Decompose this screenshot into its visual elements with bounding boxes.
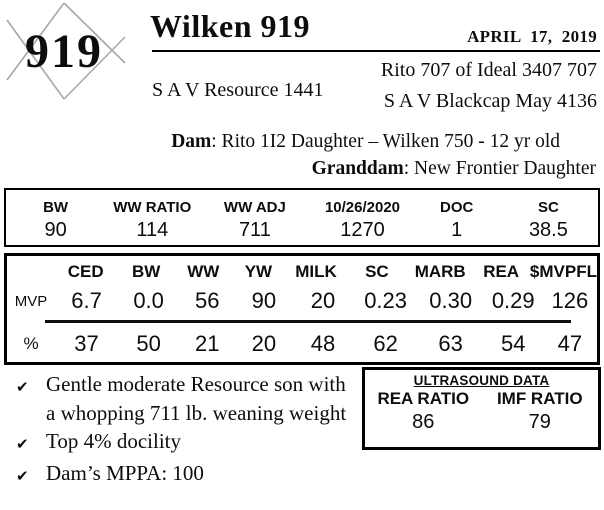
performance-value: 114	[136, 219, 169, 241]
check-icon: ✔	[16, 435, 29, 453]
performance-value: 38.5	[528, 219, 568, 241]
epd-value: 0.23	[364, 288, 408, 313]
performance-value: 90	[44, 219, 67, 241]
diamond-brand-icon: 919	[6, 2, 126, 100]
page-title: Wilken 919	[150, 8, 310, 44]
ultrasound-value: 79	[528, 411, 551, 433]
sire-parents-block: Rito 707 of Ideal 3407 707 S A V Blackca…	[381, 55, 597, 117]
epd-value: 63	[438, 331, 463, 356]
epd-col-header: SC	[365, 262, 389, 281]
epd-percent-row: % 37 50 21 20 48 62 63 54 47	[7, 328, 597, 360]
ultrasound-col-header: IMF RATIO	[496, 389, 583, 408]
epd-col-header: $MVPFL	[529, 262, 597, 281]
epd-value: 0.30	[429, 288, 473, 313]
title-divider	[152, 50, 600, 52]
note-text: Dam’s MPPA: 100	[46, 460, 204, 485]
granddam-label: Granddam	[311, 158, 404, 179]
notes-list: ✔ Gentle moderate Resource son with a wh…	[16, 370, 368, 490]
epd-mvp-row: MVP 6.7 0.0 56 90 20 0.23 0.30 0.29 126	[7, 285, 597, 317]
performance-col-header: 10/26/2020	[324, 199, 401, 216]
tag-number: 919	[25, 25, 103, 78]
epd-row-label: MVP	[14, 292, 48, 310]
epd-col-header: BW	[131, 262, 161, 281]
ultrasound-box: ULTRASOUND DATA REA RATIO IMF RATIO 86 7…	[362, 367, 601, 450]
epd-value: 0.29	[491, 288, 535, 313]
epd-value: 20	[310, 288, 336, 313]
sire-name: S A V Resource 1441	[152, 79, 324, 101]
epd-col-header: REA	[483, 262, 520, 281]
epd-col-header: YW	[244, 262, 273, 281]
dam-label: Dam	[171, 131, 212, 152]
note-item: ✔ Dam’s MPPA: 100	[16, 459, 368, 491]
epd-value: 6.7	[71, 288, 102, 313]
performance-col-header: WW RATIO	[113, 199, 192, 216]
ultrasound-grid: REA RATIO IMF RATIO 86 79	[365, 389, 598, 434]
performance-value: 711	[238, 219, 271, 241]
epd-value: 47	[557, 331, 583, 356]
epd-value: 54	[500, 331, 526, 356]
performance-col-header: WW ADJ	[223, 199, 286, 216]
epd-col-header: MARB	[414, 262, 466, 281]
check-icon: ✔	[16, 466, 29, 485]
epd-value: 37	[74, 331, 99, 356]
epd-value: 0.0	[133, 288, 164, 313]
epd-row-label: %	[23, 334, 39, 353]
epd-separator-line	[45, 320, 571, 323]
check-icon: ✔	[16, 378, 29, 396]
epd-value: 126	[551, 288, 589, 313]
granddam-row: Granddam: New Frontier Daughter	[312, 158, 596, 180]
performance-col-header: SC	[537, 199, 559, 216]
granddam-text: : New Frontier Daughter	[403, 158, 596, 179]
note-item: ✔ Gentle moderate Resource son with a wh…	[16, 370, 368, 427]
performance-value: 1270	[340, 219, 385, 241]
epd-col-header: WW	[187, 262, 220, 281]
sale-date: APRIL 17, 2019	[467, 27, 597, 46]
epd-header-row: CED BW WW YW MILK SC MARB REA $MVPFL	[7, 261, 597, 283]
note-item: ✔ Top 4% docility	[16, 427, 368, 459]
epd-value: 20	[251, 331, 277, 356]
sire-dam-name: S A V Blackcap May 4136	[383, 90, 597, 112]
epd-col-header: MILK	[295, 262, 337, 281]
dam-row: Dam: Rito 1I2 Daughter – Wilken 750 - 12…	[171, 131, 560, 153]
performance-table: BW WW RATIO WW ADJ 10/26/2020 DOC SC 90 …	[4, 188, 600, 247]
epd-value: 56	[195, 288, 220, 313]
epd-value: 62	[373, 331, 398, 356]
epd-value: 90	[251, 288, 277, 313]
epd-value: 21	[195, 331, 220, 356]
ultrasound-title: ULTRASOUND DATA	[413, 373, 550, 388]
epd-table: CED BW WW YW MILK SC MARB REA $MVPFL MVP…	[4, 253, 600, 365]
sire-sire-name: Rito 707 of Ideal 3407 707	[380, 59, 597, 81]
performance-col-header: BW	[43, 199, 69, 216]
epd-col-header: CED	[67, 262, 104, 281]
note-text: Top 4% docility	[46, 429, 182, 453]
performance-col-header: DOC	[440, 199, 474, 216]
ultrasound-col-header: REA RATIO	[377, 389, 470, 408]
note-text: Gentle moderate Resource son with a whop…	[46, 372, 347, 425]
dam-text: : Rito 1I2 Daughter – Wilken 750 - 12 yr…	[211, 131, 560, 152]
epd-value: 48	[310, 331, 336, 356]
epd-value: 50	[136, 331, 161, 356]
ultrasound-value: 86	[412, 411, 435, 433]
performance-value: 1	[451, 219, 463, 241]
